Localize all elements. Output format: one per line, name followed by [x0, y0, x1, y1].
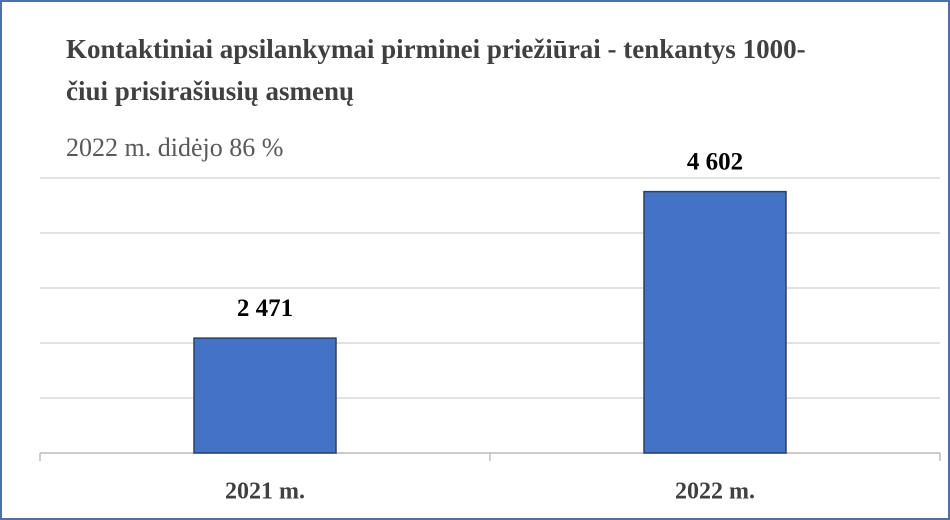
data-label: 2 471	[237, 295, 293, 322]
x-tick-label: 2021 m.	[225, 479, 305, 505]
data-label: 4 602	[687, 148, 743, 175]
bar	[643, 190, 787, 454]
chart-title: Kontaktiniai apsilankymai pirminei priež…	[66, 34, 806, 106]
chart-subtitle: 2022 m. didėjo 86 %	[66, 133, 284, 162]
x-tick-label: 2022 m.	[675, 479, 755, 505]
bar	[193, 337, 337, 454]
